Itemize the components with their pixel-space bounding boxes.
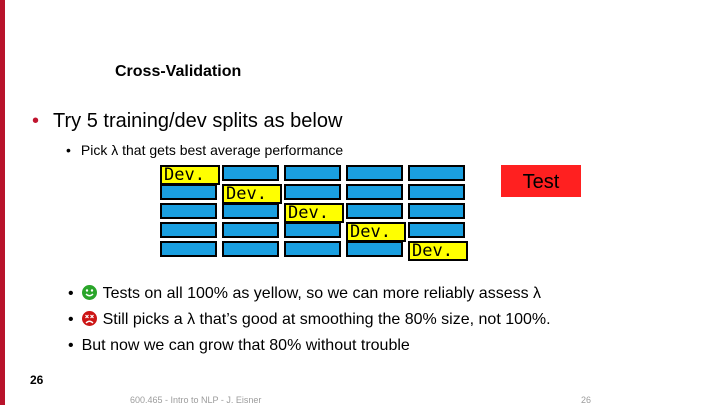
bullet-main-text: Try 5 training/dev splits as below	[53, 110, 343, 132]
footer-text: 600.465 - Intro to NLP - J. Eisner	[130, 395, 262, 405]
dev-fold-4: Dev.	[346, 222, 406, 242]
dev-fold-3: Dev.	[284, 203, 344, 223]
train-cell	[408, 165, 465, 181]
point-3-text: But now we can grow that 80% without tro…	[81, 337, 410, 354]
page-number: 26	[30, 373, 44, 387]
bullet-dot: •	[68, 311, 74, 328]
train-cell	[346, 184, 403, 200]
train-cell	[408, 222, 465, 238]
train-cell	[346, 203, 403, 219]
bullet-sub-text: Pick λ that gets best average performanc…	[80, 142, 344, 158]
left-accent-bar	[0, 0, 5, 405]
frowny-face-icon	[81, 311, 97, 326]
smiley-face-icon	[81, 285, 97, 300]
train-cell	[160, 184, 217, 200]
train-cell	[284, 222, 341, 238]
footer-page-number: 26	[581, 395, 592, 405]
train-cell	[160, 222, 217, 238]
test-block: Test	[501, 165, 581, 197]
train-cell	[222, 222, 279, 238]
bullet-main: • Try 5 training/dev splits as below	[32, 110, 342, 133]
point-2: • Still picks a λ that’s good at smoothin…	[68, 311, 551, 329]
point-1-text: Tests on all 100% as yellow, so we can m…	[102, 285, 542, 302]
bullet-dot: •	[68, 285, 74, 302]
point-3: • But now we can grow that 80% without tr…	[68, 337, 410, 355]
train-cell	[346, 165, 403, 181]
slide-title: Cross-Validation	[115, 63, 242, 80]
bullet-dot: •	[68, 337, 74, 354]
bullet-dot: •	[66, 142, 71, 158]
point-2-text: Still picks a λ that’s good at smoothing…	[102, 311, 551, 328]
train-cell	[160, 203, 217, 219]
train-cell	[346, 241, 403, 257]
train-cell	[222, 241, 279, 257]
train-cell	[222, 165, 279, 181]
train-cell	[284, 165, 341, 181]
train-cell	[284, 241, 341, 257]
dev-fold-1: Dev.	[160, 165, 220, 185]
bullet-dot: •	[32, 110, 40, 132]
bullet-sub: • Pick λ that gets best average performan…	[66, 142, 343, 158]
dev-fold-2: Dev.	[222, 184, 282, 204]
dev-fold-5: Dev.	[408, 241, 468, 261]
point-1: • Tests on all 100% as yellow, so we can …	[68, 285, 541, 303]
train-cell	[222, 203, 279, 219]
train-cell	[408, 184, 465, 200]
train-cell	[160, 241, 217, 257]
train-cell	[284, 184, 341, 200]
train-cell	[408, 203, 465, 219]
